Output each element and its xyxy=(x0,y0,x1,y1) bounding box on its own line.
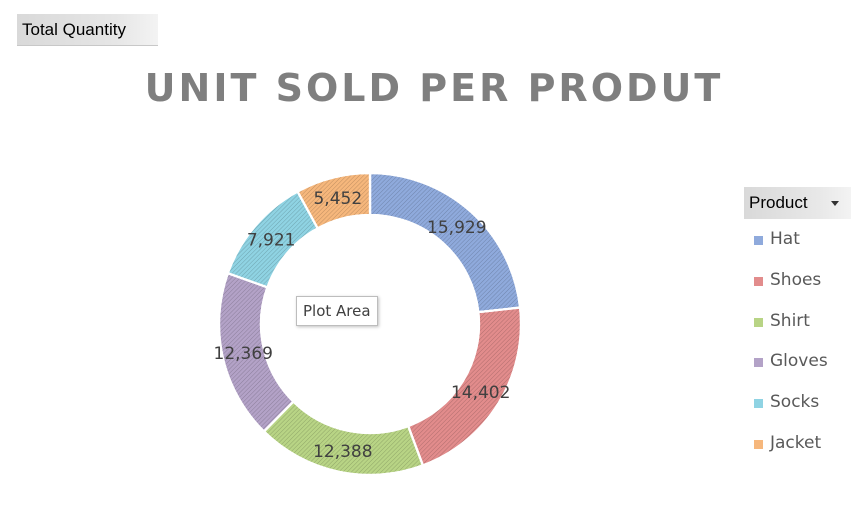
product-filter-button[interactable]: Product xyxy=(744,187,851,219)
slice-shirt-pattern xyxy=(262,400,425,477)
legend-swatch-socks xyxy=(754,399,763,409)
total-quantity-field-button[interactable]: Total Quantity xyxy=(17,14,158,46)
data-label-shirt: 12,388 xyxy=(313,442,372,462)
legend-label-jacket: Jacket xyxy=(770,432,822,453)
data-label-hat: 15,929 xyxy=(427,218,486,238)
slice-hat[interactable] xyxy=(368,171,522,314)
legend-label-shirt: Shirt xyxy=(770,310,810,331)
chevron-down-icon[interactable] xyxy=(831,201,839,206)
slice-jacket[interactable] xyxy=(296,171,372,230)
data-label-gloves: 12,369 xyxy=(214,344,273,364)
plot-area-tooltip: Plot Area xyxy=(296,296,378,326)
slice-hat-pattern xyxy=(368,171,522,314)
data-label-jacket: 5,452 xyxy=(313,189,362,209)
legend-swatch-hat xyxy=(754,236,763,245)
data-label-socks: 7,921 xyxy=(247,231,296,251)
slice-jacket-pattern xyxy=(296,171,372,230)
legend-label-shoes: Shoes xyxy=(770,269,822,290)
legend-label-gloves: Gloves xyxy=(770,351,828,372)
legend-label-hat: Hat xyxy=(770,229,800,249)
data-label-shoes: 14,402 xyxy=(451,383,510,403)
slice-shirt[interactable] xyxy=(262,400,425,477)
legend-swatch-shirt xyxy=(754,317,763,327)
legend-header-label: Product xyxy=(749,193,808,212)
legend-swatch-shoes xyxy=(754,276,763,286)
legend-label-socks: Socks xyxy=(770,392,820,413)
legend-swatch-gloves xyxy=(754,358,763,368)
legend-swatch-jacket xyxy=(754,439,763,449)
chart-title: UNIT SOLD PER PRODUT xyxy=(144,66,724,110)
